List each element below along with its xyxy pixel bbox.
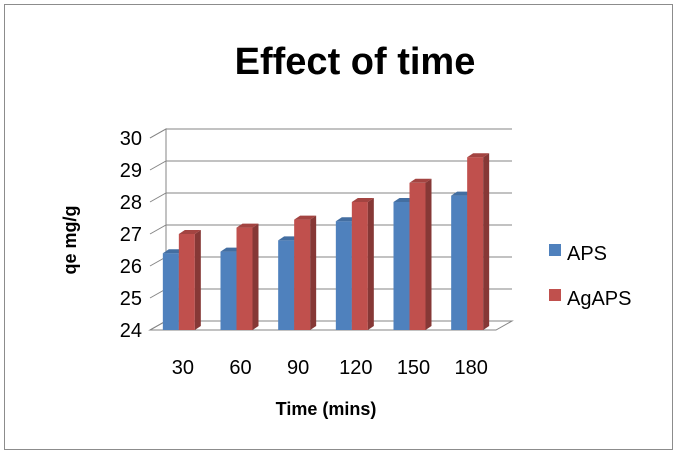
y-tick-label: 27 (120, 224, 142, 246)
bar-top (467, 153, 490, 158)
gridline (149, 160, 512, 171)
bar-aps-180 (451, 195, 468, 330)
bar-side (194, 230, 201, 330)
legend-label-agaps: AgAPS (567, 288, 631, 310)
y-tick-label: 25 (120, 288, 142, 310)
bar-aps-90 (278, 240, 295, 330)
bar-top (178, 230, 201, 234)
bar-agaps-30 (178, 234, 195, 330)
gridline (149, 128, 512, 139)
chart-legend: APS AgAPS (549, 243, 631, 310)
x-tick-label: 180 (454, 357, 487, 379)
bar-aps-120 (335, 221, 352, 330)
bar-side (252, 223, 259, 330)
floor (148, 320, 514, 331)
bar-aps-60 (220, 251, 237, 330)
bar-side (425, 178, 432, 330)
bar-agaps-180 (467, 157, 484, 330)
x-axis-label: Time (mins) (276, 399, 377, 419)
x-tick-label: 60 (229, 357, 251, 379)
x-tick-label: 150 (397, 357, 430, 379)
x-tick-label: 120 (339, 357, 372, 379)
bar-aps-30 (162, 253, 179, 330)
bar-top (409, 178, 432, 183)
x-tick-label: 30 (172, 357, 194, 379)
legend-swatch-agaps (549, 289, 561, 301)
bar-side (367, 198, 374, 330)
chart-title: Effect of time (235, 41, 476, 83)
y-tick-label: 30 (120, 128, 142, 150)
legend-swatch-aps (549, 244, 561, 256)
y-tick-label: 29 (120, 160, 142, 182)
bar-top (351, 198, 374, 202)
bar-agaps-120 (351, 202, 368, 330)
y-tick-label: 26 (120, 256, 142, 278)
chart-walls (148, 128, 514, 331)
x-axis-ticks: 30 60 90 120 150 180 (172, 357, 488, 379)
chart-bars (162, 153, 490, 330)
bar-side (310, 215, 317, 330)
x-tick-label: 90 (287, 357, 309, 379)
bar-top (236, 223, 259, 228)
y-tick-label: 24 (120, 320, 142, 342)
bar-agaps-60 (236, 227, 253, 330)
y-axis-label: qe mg/g (60, 205, 80, 274)
y-axis-ticks: 24 25 26 27 28 29 30 (120, 128, 142, 342)
bar-aps-150 (393, 202, 410, 330)
bar-side (483, 153, 490, 330)
bar-top (294, 215, 317, 220)
bar-agaps-90 (294, 219, 311, 330)
bar-agaps-150 (409, 182, 426, 330)
legend-label-aps: APS (567, 243, 607, 265)
y-tick-label: 28 (120, 192, 142, 214)
